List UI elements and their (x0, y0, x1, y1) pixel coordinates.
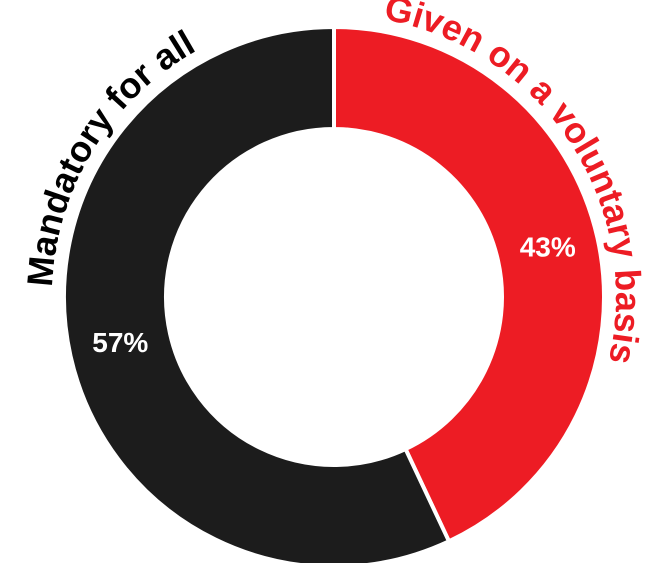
slice-value-label: 57% (92, 327, 148, 358)
slice-value-label: 43% (520, 232, 576, 263)
donut-slice (62, 24, 452, 563)
donut-slice (332, 24, 606, 544)
